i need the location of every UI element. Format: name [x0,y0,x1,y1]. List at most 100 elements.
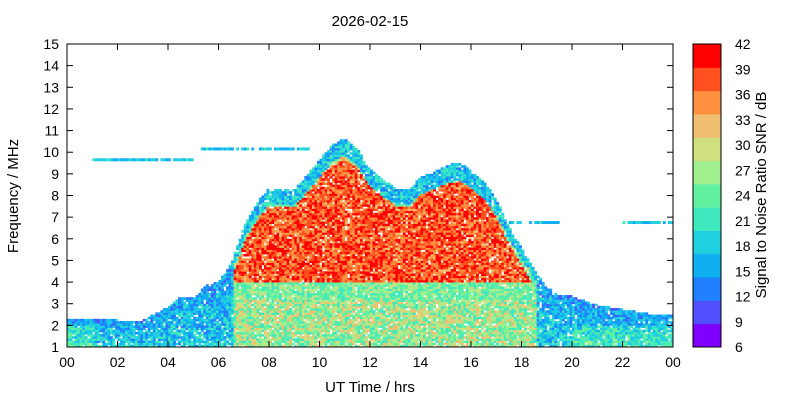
heatmap-cell [294,327,298,331]
heatmap-cell [183,316,187,320]
heatmap-cell [261,251,265,255]
heatmap-cell [332,204,336,207]
heatmap-cell [87,331,91,335]
heatmap-cell [306,282,310,285]
heatmap-cell [243,336,247,339]
heatmap-cell [281,286,285,289]
heatmap-cell [266,240,270,244]
heatmap-cell [306,314,310,318]
heatmap-cell [266,227,270,231]
heatmap-cell [82,342,86,346]
heatmap-cell [316,321,320,324]
heatmap-cell [296,286,300,289]
heatmap-cell [213,327,217,331]
heatmap-cell [243,321,247,324]
heatmap-cell [223,340,227,344]
heatmap-cell [248,286,252,289]
heatmap-cell [157,321,161,324]
heatmap-cell [92,336,96,339]
heatmap-cell [269,232,272,235]
heatmap-cell [157,336,161,339]
heatmap-cell [125,336,129,339]
heatmap-cell [281,299,285,302]
heatmap-cell [276,256,280,259]
heatmap-cell [253,266,257,270]
heatmap-cell [266,284,270,287]
heatmap-cell [284,295,288,298]
heatmap-cell [284,258,288,261]
heatmap-cell [286,256,290,259]
heatmap-cell [296,225,300,229]
heatmap-cell [306,312,310,315]
heatmap-cell [269,303,272,307]
heatmap-cell [94,318,98,322]
heatmap-cell [251,327,255,331]
heatmap-cell [256,223,260,227]
heatmap-cell [145,342,149,346]
heatmap-cell [311,334,315,337]
heatmap-cell [152,334,156,337]
heatmap-cell [314,329,318,333]
heatmap-cell [279,327,283,331]
heatmap-cell [175,338,179,341]
heatmap-cell [289,221,293,225]
heatmap-cell [316,243,320,246]
heatmap-cell [246,221,250,225]
heatmap-cell [289,303,293,307]
heatmap-cell [296,338,300,341]
heatmap-cell [246,264,250,268]
heatmap-cell [286,312,290,315]
heatmap-cell [253,243,257,246]
heatmap-cell [256,230,260,233]
heatmap-cell [122,325,126,328]
heatmap-cell [198,336,202,339]
heatmap-cell [284,331,288,335]
heatmap-cell [185,318,189,322]
heatmap-cell [251,212,255,216]
heatmap-cell [311,247,315,250]
heatmap-cell [67,325,70,328]
heatmap-cell [276,277,280,281]
heatmap-cell [286,214,290,218]
heatmap-cell [84,338,88,341]
heatmap-cell [314,327,318,331]
heatmap-cell [246,223,250,227]
heatmap-cell [226,340,229,344]
heatmap-cell [185,325,189,328]
heatmap-cell [311,253,315,257]
heatmap-cell [188,314,192,318]
heatmap-cell [231,290,235,294]
heatmap-cell [296,290,300,294]
heatmap-cell [271,230,275,233]
heatmap-cell [294,217,298,220]
heatmap-cell [286,206,290,209]
heatmap-cell [246,273,250,276]
heatmap-cell [213,334,217,337]
heatmap-cell [299,295,303,298]
heatmap-cell [178,331,182,335]
heatmap-cell [162,344,166,347]
heatmap-cell [306,201,310,205]
heatmap-cell [243,284,247,287]
heatmap-cell [253,212,257,216]
heatmap-cell [170,338,174,341]
heatmap-cell [314,236,318,240]
heatmap-cell [289,321,293,324]
heatmap-cell [316,284,320,287]
heatmap-cell [266,299,270,302]
heatmap-cell [299,262,303,266]
heatmap-cell [274,225,277,229]
heatmap-cell [208,286,212,289]
heatmap-cell [231,286,235,289]
heatmap-cell [147,325,151,328]
heatmap-cell [316,344,320,347]
heatmap-cell [261,305,265,309]
heatmap-cell [319,243,323,246]
heatmap-cell [319,271,323,274]
heatmap-cell [168,342,171,346]
heatmap-cell [248,260,252,263]
heatmap-cell [238,240,242,244]
heatmap-cell [205,288,209,292]
heatmap-cell [221,316,224,320]
heatmap-cell [79,334,83,337]
